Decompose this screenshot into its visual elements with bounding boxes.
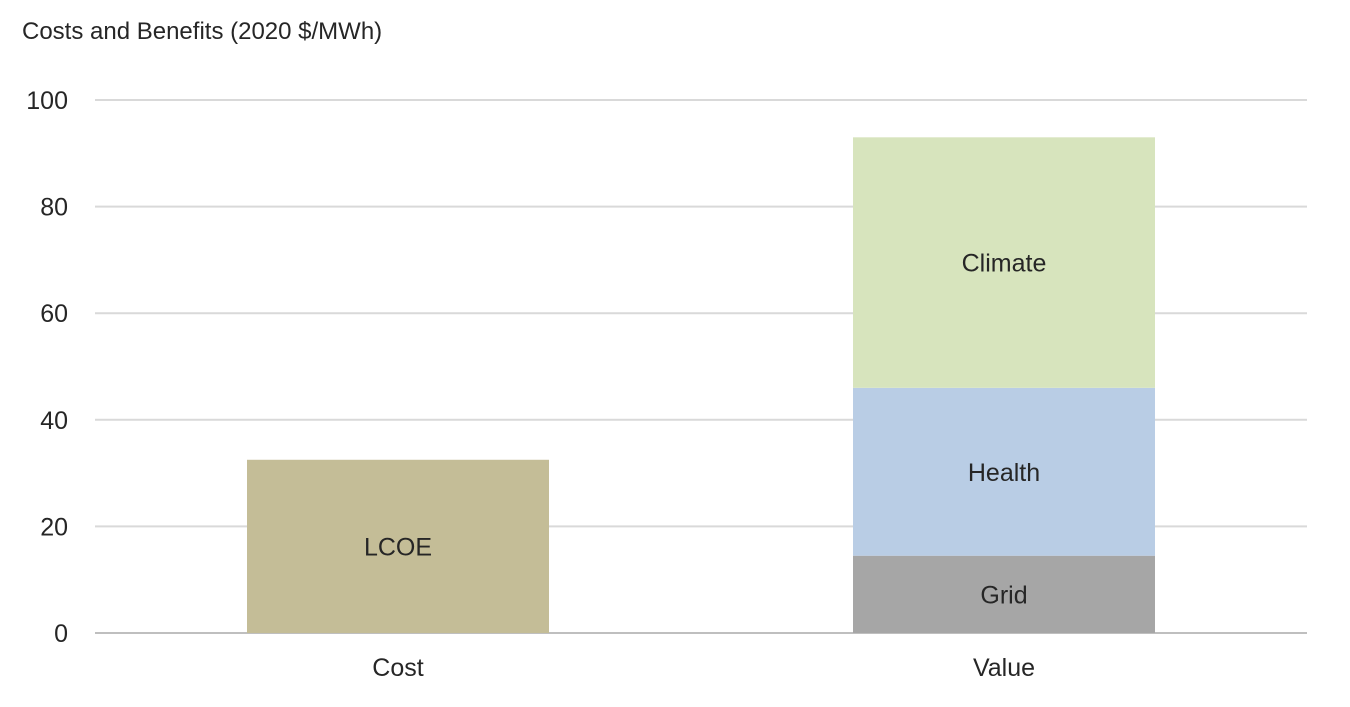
bar-label-grid: Grid [980, 581, 1027, 609]
y-tick-label: 100 [26, 87, 68, 115]
x-tick-label: Value [973, 654, 1035, 682]
y-tick-labels: 0 20 40 60 80 100 [26, 87, 68, 648]
bar-segment-lcoe [247, 459, 549, 633]
y-tick-label: 80 [40, 194, 68, 222]
bar-segment-climate [853, 137, 1155, 388]
bar-segment-health [853, 387, 1155, 556]
bar-segment-grid [853, 555, 1155, 633]
x-tick-labels: Cost Value [372, 654, 1035, 682]
y-tick-label: 60 [40, 300, 68, 328]
bar-label-lcoe: LCOE [364, 533, 432, 561]
bars: LCOE Grid Health Climate [247, 137, 1155, 633]
bar-label-climate: Climate [962, 250, 1047, 278]
y-tick-label: 20 [40, 513, 68, 541]
y-tick-label: 40 [40, 407, 68, 435]
y-axis-title: Costs and Benefits (2020 $/MWh) [22, 18, 383, 45]
bar-label-health: Health [968, 459, 1040, 487]
y-tick-label: 0 [54, 620, 68, 648]
x-tick-label: Cost [372, 654, 423, 682]
